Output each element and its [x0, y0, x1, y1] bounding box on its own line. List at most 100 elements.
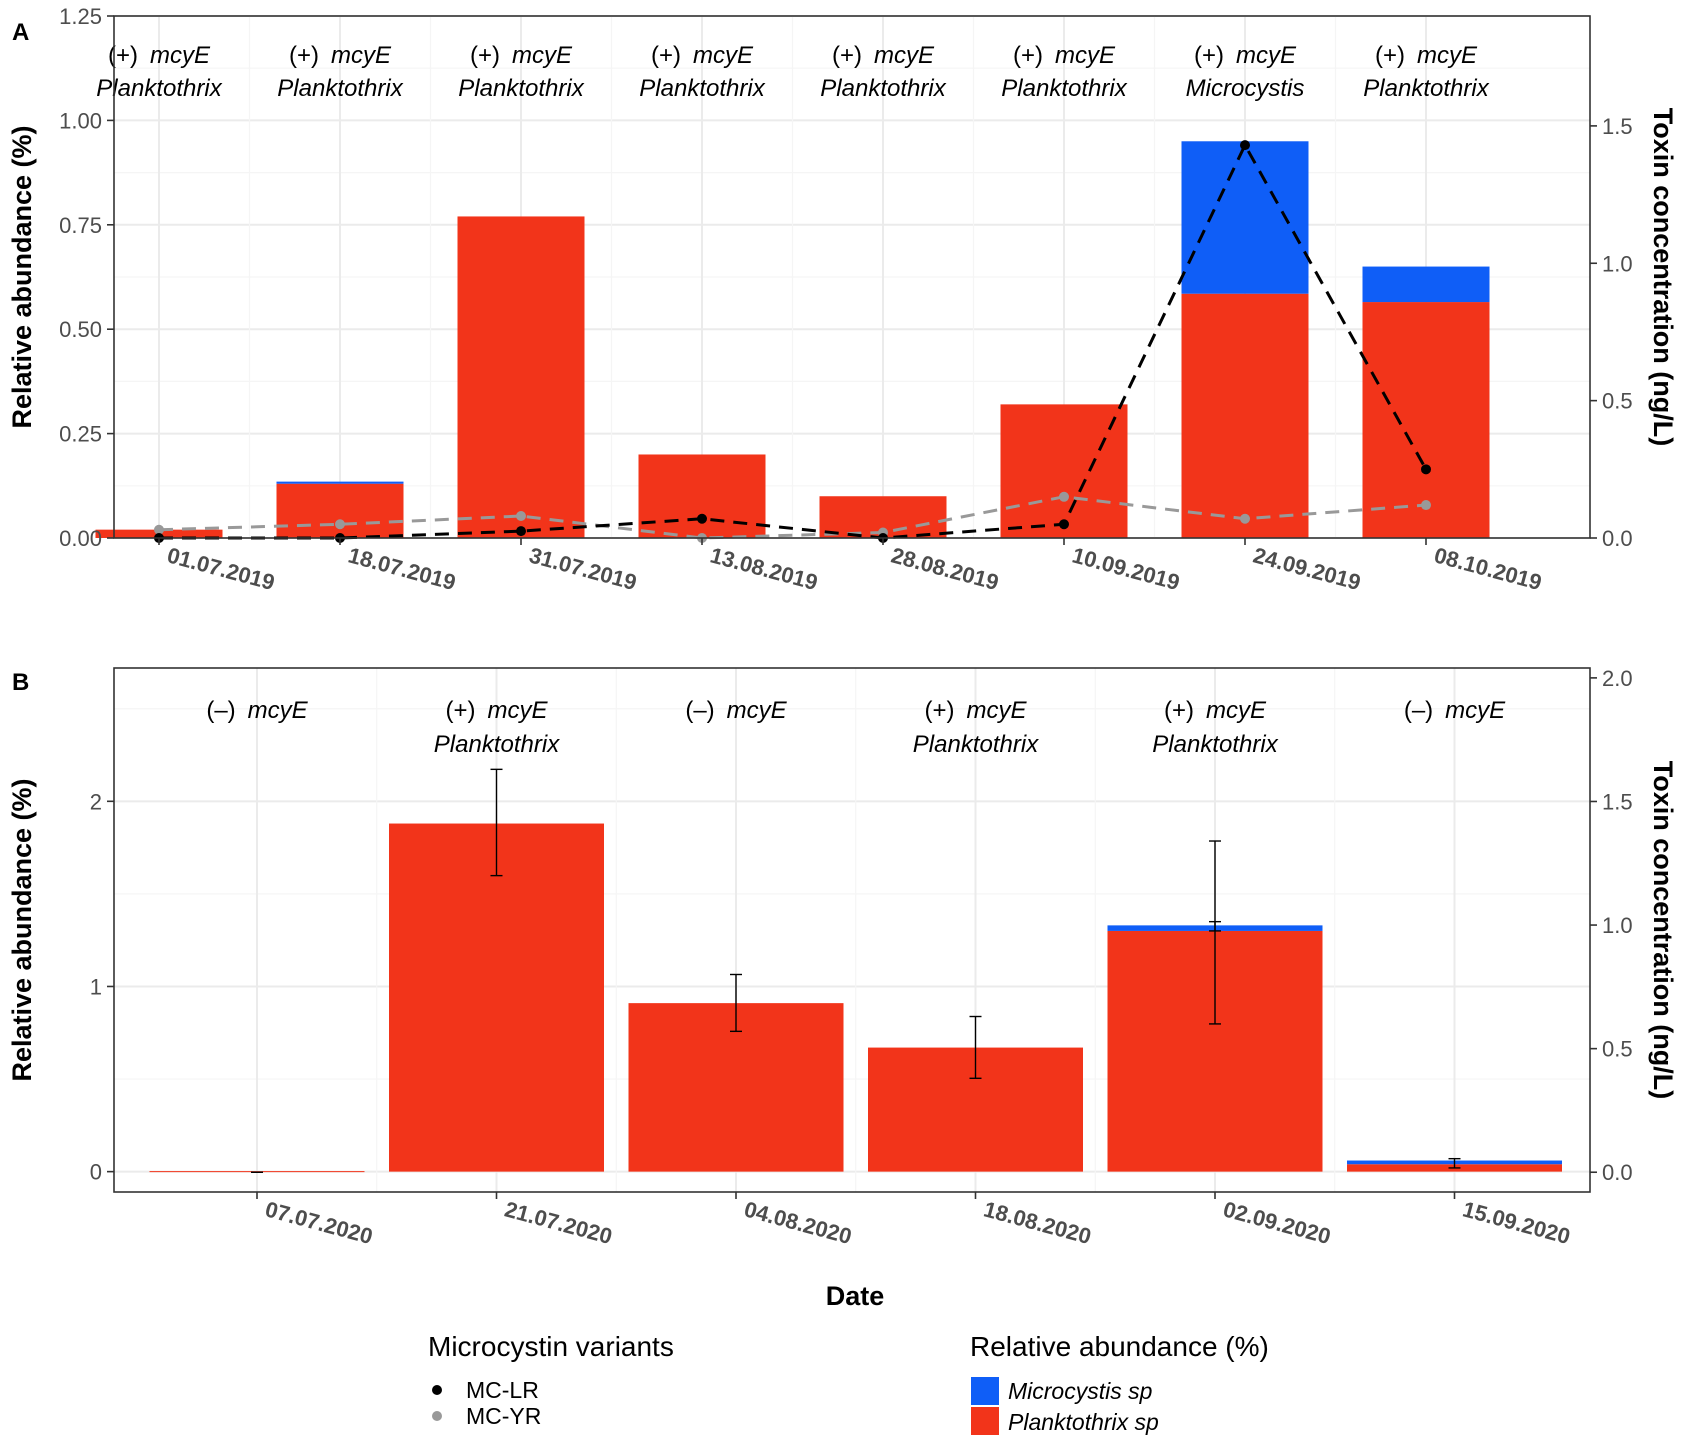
panel-a-y-tick-label: 0.75 [59, 213, 102, 238]
panel-a-point-mc-yr-08-10-2019 [1421, 500, 1431, 511]
panel-a-bar-planktothrix-08-10-2019 [1362, 302, 1490, 538]
panel-b-annotation-genus: Planktothrix [913, 731, 1039, 758]
panel-a-annotations: (+) mcyE Planktothrix (+) mcyE Planktothrix… [96, 42, 1489, 102]
panel-b-error-bar-04-08-2020 [730, 973, 742, 1033]
panel-b-annotation-genus: Planktothrix [1152, 731, 1278, 758]
panel-a-border [113, 15, 1591, 539]
legend-mc-lr-marker [432, 1385, 442, 1395]
panel-b-y-tick-label: 0 [90, 1160, 102, 1185]
panel-a-y-tick-label: 1.25 [59, 4, 102, 29]
panel-b-annotation-04-08-2020: (–) mcyE [685, 697, 787, 724]
panel-a-tag: A [12, 19, 29, 46]
panel-b-annotation-gene-status: (+) mcyE [1164, 697, 1267, 724]
panel-b-annotation-gene-status: (–) mcyE [685, 697, 787, 724]
panel-a-annotation-genus: Planktothrix [820, 75, 946, 102]
panel-b-annotation-07-07-2020: (–) mcyE [206, 697, 308, 724]
panel-a-point-mc-yr-18-07-2019 [335, 519, 345, 530]
legend-variants-title: Microcystin variants [428, 1331, 674, 1362]
panel-a-point-mc-lr-10-09-2019 [1059, 519, 1069, 530]
panel-b: B (–) mcyE (+) mcyE Planktothrix (–) mcyE (+… [7, 666, 1678, 1249]
panel-a-annotation-13-08-2019: (+) mcyE Planktothrix [639, 42, 765, 102]
panel-b-annotation-02-09-2020: (+) mcyE Planktothrix [1152, 697, 1278, 758]
panel-b-x-tick-label: 04.08.2020 [742, 1196, 855, 1249]
panel-a-annotation-gene-status: (+) mcyE [1013, 42, 1116, 69]
panel-a-toxin-lines [154, 140, 1431, 543]
panel-a-y2-tick-label: 1.0 [1602, 251, 1633, 276]
panel-b-annotation-18-08-2020: (+) mcyE Planktothrix [913, 697, 1039, 758]
legend-planktothrix-label: Planktothrix sp [1008, 1409, 1159, 1435]
panel-a-annotation-genus: Microcystis [1186, 75, 1305, 102]
panel-a-point-mc-yr-01-07-2019 [154, 524, 164, 535]
legend-microcystis-label: Microcystis sp [1008, 1378, 1153, 1404]
panel-b-gridlines [114, 668, 1590, 1192]
panel-b-y2-tick-label: 2.0 [1602, 666, 1633, 691]
panel-a-annotation-01-07-2019: (+) mcyE Planktothrix [96, 42, 222, 102]
panel-a-annotation-genus: Planktothrix [458, 75, 584, 102]
panel-b-error-bar-21-07-2020 [490, 768, 503, 877]
panel-a-annotation-gene-status: (+) mcyE [108, 42, 211, 69]
panel-a-annotation-gene-status: (+) mcyE [651, 42, 754, 69]
panel-b-y2-tick-label: 1.0 [1602, 913, 1633, 938]
panel-a-annotation-gene-status: (+) mcyE [1194, 42, 1297, 69]
panel-a-line-mc-yr [158, 495, 1427, 540]
panel-a-y-tick-label: 1.00 [59, 108, 102, 133]
panel-a-y2-tick-label: 0.5 [1602, 389, 1633, 414]
panel-a-annotation-gene-status: (+) mcyE [470, 42, 573, 69]
panel-b-y-axis-title: Relative abundance (%) [7, 778, 37, 1081]
panel-a-bar-planktothrix-10-09-2019 [1000, 404, 1128, 538]
panel-b-error-bar-18-08-2020 [969, 1015, 982, 1080]
legend-abundance: Relative abundance (%) Microcystis sp Pl… [970, 1331, 1269, 1435]
legend-variants: Microcystin variants MC-LR MC-YR [428, 1331, 674, 1429]
panel-b-y2-tick-label: 0.0 [1602, 1160, 1633, 1185]
x-axis-title: Date [826, 1281, 885, 1311]
panel-b-x-tick-label: 02.09.2020 [1221, 1196, 1334, 1249]
panel-b-y2-tick-label: 1.5 [1602, 789, 1633, 814]
panel-a-annotation-gene-status: (+) mcyE [289, 42, 392, 69]
panel-b-error-bar-02-09-2020 [1209, 840, 1221, 1025]
panel-a-y-tick-label: 0.25 [59, 422, 102, 447]
panel-b-annotation-genus: Planktothrix [434, 731, 560, 758]
panel-b-y-tick-label: 2 [90, 789, 102, 814]
panel-a-annotation-genus: Planktothrix [639, 75, 765, 102]
panel-b-annotations: (–) mcyE (+) mcyE Planktothrix (–) mcyE (+) … [206, 697, 1506, 758]
panel-a-annotation-24-09-2019: (+) mcyE Microcystis [1186, 42, 1305, 102]
panel-a-annotation-08-10-2019: (+) mcyE Planktothrix [1363, 42, 1489, 102]
panel-a-bar-planktothrix-24-09-2019 [1181, 293, 1309, 538]
panel-a-annotation-genus: Planktothrix [1363, 75, 1489, 102]
panel-a-bar-microcystis-18-07-2019 [276, 481, 404, 484]
panel-b-annotation-gene-status: (+) mcyE [446, 697, 549, 724]
panel-a-point-mc-lr-31-07-2019 [516, 526, 526, 537]
panel-a-annotation-genus: Planktothrix [96, 75, 222, 102]
panel-b-x-tick-label: 18.08.2020 [981, 1196, 1094, 1249]
panel-a-point-mc-lr-24-09-2019 [1240, 140, 1250, 151]
panel-a-point-mc-yr-31-07-2019 [516, 511, 526, 522]
panel-a: A (+) mcyE Planktothrix (+) mcyE Planktothr… [0, 0, 1684, 640]
legend-mc-yr-marker [432, 1411, 442, 1421]
panel-a-annotation-10-09-2019: (+) mcyE Planktothrix [1001, 42, 1127, 102]
panel-b-error-bar-15-09-2020 [1448, 1157, 1461, 1169]
panel-b-error-bars [251, 768, 1461, 1173]
legend-mc-lr-label: MC-LR [466, 1377, 539, 1403]
panel-a-annotation-18-07-2019: (+) mcyE Planktothrix [277, 42, 403, 102]
panel-a-bar-microcystis-08-10-2019 [1362, 266, 1490, 303]
panel-b-y2-tick-label: 0.5 [1602, 1037, 1633, 1062]
panel-b-annotation-15-09-2020: (–) mcyE [1404, 697, 1506, 724]
panel-a-bar-planktothrix-13-08-2019 [638, 454, 766, 538]
panel-a-point-mc-lr-13-08-2019 [697, 513, 707, 524]
panel-b-error-bar-02-09-2020 [1209, 920, 1221, 932]
panel-b-x-tick-label: 07.07.2020 [263, 1196, 376, 1249]
panel-b-x-tick-label: 21.07.2020 [502, 1196, 615, 1249]
panel-a-bars [95, 141, 1490, 538]
panel-b-annotation-gene-status: (–) mcyE [1404, 697, 1506, 724]
panel-a-point-mc-lr-08-10-2019 [1421, 464, 1431, 475]
panel-a-y-tick-label: 0.50 [59, 317, 102, 342]
panel-a-y2-axis-title: Toxin concentration (ng/L) [1648, 108, 1678, 446]
panel-b-bar-planktothrix-21-07-2020 [389, 823, 604, 1172]
panel-a-annotation-genus: Planktothrix [1001, 75, 1127, 102]
panel-a-annotation-gene-status: (+) mcyE [832, 42, 935, 69]
panel-b-annotation-gene-status: (+) mcyE [925, 697, 1028, 724]
panel-b-border [113, 667, 1591, 1193]
legend: Microcystin variants MC-LR MC-YR Relativ… [428, 1331, 1269, 1435]
panel-b-y2-axis-title: Toxin concentration (ng/L) [1648, 761, 1678, 1099]
